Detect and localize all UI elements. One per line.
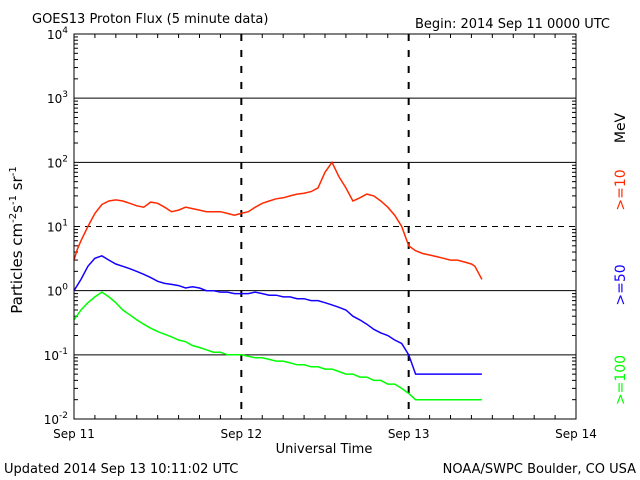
legend: >=10 >=50 >=100 MeV xyxy=(613,112,629,405)
y-tick-labels: 104 103 102 101 100 10-1 10-2 xyxy=(44,26,69,427)
y-tick-label-1: 103 xyxy=(47,90,68,106)
y-tick-label-0: 104 xyxy=(47,26,68,42)
x-tick-label-1: Sep 12 xyxy=(220,427,262,441)
begin-label: Begin: 2014 Sep 11 0000 UTC xyxy=(415,17,610,32)
updated-timestamp: Updated 2014 Sep 13 10:11:02 UTC xyxy=(4,462,238,477)
legend-unit: MeV xyxy=(613,112,629,143)
x-tick-label-3: Sep 14 xyxy=(555,427,597,441)
series-line-0 xyxy=(73,160,483,280)
legend-label-0: >=10 xyxy=(613,169,629,210)
y-tick-label-6: 10-2 xyxy=(44,411,68,427)
y-tick-label-2: 102 xyxy=(47,154,68,170)
credit-label: NOAA/SWPC Boulder, CO USA xyxy=(443,462,636,477)
y-tick-label-3: 101 xyxy=(47,219,68,235)
series-lines xyxy=(73,160,483,401)
gridlines xyxy=(74,34,576,419)
plot-frame xyxy=(73,33,577,420)
x-tick-labels: Sep 11 Sep 12 Sep 13 Sep 14 xyxy=(53,427,597,441)
x-axis-label: Universal Time xyxy=(276,442,373,457)
y-tick-label-4: 100 xyxy=(47,283,68,299)
x-tick-label-0: Sep 11 xyxy=(53,427,95,441)
chart-title: GOES13 Proton Flux (5 minute data) xyxy=(32,12,268,27)
series-line-1 xyxy=(73,254,482,375)
legend-label-2: >=100 xyxy=(613,355,629,405)
x-tick-label-2: Sep 13 xyxy=(388,427,430,441)
legend-label-1: >=50 xyxy=(613,264,629,305)
series-line-2 xyxy=(73,291,482,401)
y-tick-label-5: 10-1 xyxy=(44,347,68,363)
y-axis-label: Particles cm-2s-1 sr-1 xyxy=(8,166,26,313)
